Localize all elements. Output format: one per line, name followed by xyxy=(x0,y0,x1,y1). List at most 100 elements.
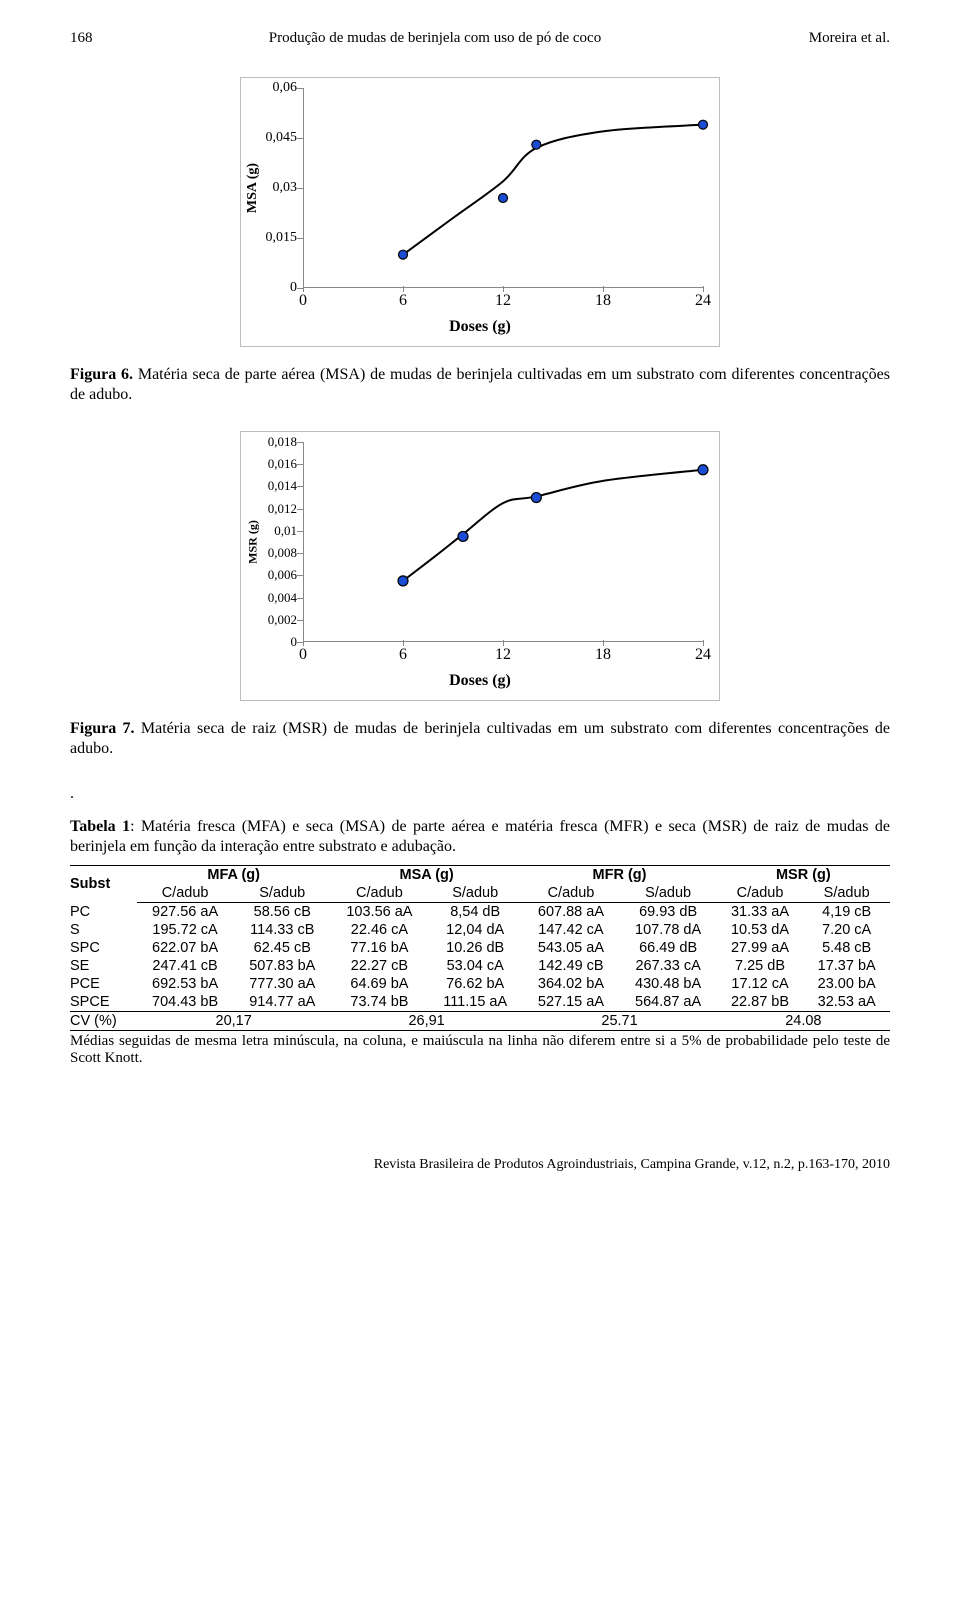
table-cell: 25.71 xyxy=(522,1012,716,1031)
table-row: C/adub S/adub C/adub S/adub C/adub S/adu… xyxy=(70,884,890,903)
table-cell: 17.12 cA xyxy=(717,975,804,993)
figure-6-caption-text: Matéria seca de parte aérea (MSA) de mud… xyxy=(70,366,890,403)
table-cell: 12,04 dA xyxy=(428,921,522,939)
x-tick-label: 18 xyxy=(595,292,611,310)
figure-7-xlabel: Doses (g) xyxy=(247,672,713,690)
table-cell: PCE xyxy=(70,975,137,993)
table-header: MFA (g) xyxy=(137,866,331,885)
chart-svg xyxy=(303,88,703,288)
table-header: S/adub xyxy=(428,884,522,903)
table-cell: SPCE xyxy=(70,993,137,1012)
table-header: S/adub xyxy=(803,884,890,903)
separator-dot: . xyxy=(70,785,890,803)
x-tick-label: 0 xyxy=(299,292,307,310)
data-point xyxy=(531,493,541,503)
table-cell: 103.56 aA xyxy=(331,903,428,922)
figure-7-caption-title: Figura 7. xyxy=(70,720,135,737)
table-1: Subst MFA (g) MSA (g) MFR (g) MSR (g) C/… xyxy=(70,865,890,1031)
table-cell: 4,19 cB xyxy=(803,903,890,922)
y-tick-label: 0,06 xyxy=(249,80,297,96)
table-header: MSA (g) xyxy=(331,866,523,885)
table-cell: 22.46 cA xyxy=(331,921,428,939)
table-1-footnote: Médias seguidas de mesma letra minúscula… xyxy=(70,1033,890,1067)
table-cell: SE xyxy=(70,957,137,975)
table-cell: 10.53 dA xyxy=(717,921,804,939)
table-cell: 704.43 bB xyxy=(137,993,234,1012)
y-tick-label: 0,045 xyxy=(249,130,297,146)
table-cell: 622.07 bA xyxy=(137,939,234,957)
table-cell: 777.30 aA xyxy=(234,975,331,993)
trend-line xyxy=(403,125,703,255)
y-tick-label: 0,004 xyxy=(249,590,297,606)
table-cell: PC xyxy=(70,903,137,922)
y-tick-label: 0,012 xyxy=(249,501,297,517)
table-cell: 142.49 cB xyxy=(522,957,619,975)
figure-6-caption: Figura 6. Matéria seca de parte aérea (M… xyxy=(70,365,890,405)
y-tick-label: 0,018 xyxy=(249,434,297,450)
table-cell: 607.88 aA xyxy=(522,903,619,922)
table-cell: 22.27 cB xyxy=(331,957,428,975)
x-tick-label: 18 xyxy=(595,646,611,664)
table-cell: 430.48 bA xyxy=(620,975,717,993)
table-1-caption: Tabela 1: Matéria fresca (MFA) e seca (M… xyxy=(70,817,890,857)
table-cell: 527.15 aA xyxy=(522,993,619,1012)
y-tick-label: 0 xyxy=(249,634,297,650)
table-header: S/adub xyxy=(620,884,717,903)
table-header: C/adub xyxy=(717,884,804,903)
table-header: Subst xyxy=(70,866,137,903)
table-cell: 31.33 aA xyxy=(717,903,804,922)
table-cell: 64.69 bA xyxy=(331,975,428,993)
y-tick-label: 0,01 xyxy=(249,523,297,539)
table-cell: 53.04 cA xyxy=(428,957,522,975)
table-row: SPC622.07 bA62.45 cB77.16 bA10.26 dB543.… xyxy=(70,939,890,957)
y-tick-label: 0,015 xyxy=(249,230,297,246)
figure-7-plot-area: MSR (g) 00,0020,0040,0060,0080,010,0120,… xyxy=(303,442,703,642)
table-cell: 927.56 aA xyxy=(137,903,234,922)
table-1-caption-text: : Matéria fresca (MFA) e seca (MSA) de p… xyxy=(70,818,890,855)
table-cell: 22.87 bB xyxy=(717,993,804,1012)
table-cell: 543.05 aA xyxy=(522,939,619,957)
table-cell: 247.41 cB xyxy=(137,957,234,975)
figure-6-xlabel: Doses (g) xyxy=(247,318,713,336)
x-tick-label: 12 xyxy=(495,646,511,664)
figure-6-plot-area: MSA (g) 00,0150,030,0450,0606121824 xyxy=(303,88,703,288)
y-tick-label: 0 xyxy=(249,280,297,296)
table-row: PCE692.53 bA777.30 aA64.69 bA76.62 bA364… xyxy=(70,975,890,993)
table-cv-row: CV (%) 20,17 26,91 25.71 24.08 xyxy=(70,1012,890,1031)
page: 168 Produção de mudas de berinjela com u… xyxy=(0,0,960,1213)
table-cell: 195.72 cA xyxy=(137,921,234,939)
figure-7-caption: Figura 7. Matéria seca de raiz (MSR) de … xyxy=(70,719,890,759)
table-cell: 17.37 bA xyxy=(803,957,890,975)
table-cell: 76.62 bA xyxy=(428,975,522,993)
table-header: S/adub xyxy=(234,884,331,903)
chart-svg xyxy=(303,442,703,642)
figure-7-caption-text: Matéria seca de raiz (MSR) de mudas de b… xyxy=(70,720,890,757)
x-tick-label: 6 xyxy=(399,646,407,664)
running-title: Produção de mudas de berinjela com uso d… xyxy=(130,30,740,47)
figure-6-caption-title: Figura 6. xyxy=(70,366,133,383)
data-point xyxy=(698,465,708,475)
figure-7-plot-box: MSR (g) 00,0020,0040,0060,0080,010,0120,… xyxy=(240,431,720,701)
table-cell: S xyxy=(70,921,137,939)
table-cell: 267.33 cA xyxy=(620,957,717,975)
table-cell: 147.42 cA xyxy=(522,921,619,939)
table-cell: 62.45 cB xyxy=(234,939,331,957)
x-tick-label: 0 xyxy=(299,646,307,664)
table-cell: CV (%) xyxy=(70,1012,137,1031)
table-header: C/adub xyxy=(522,884,619,903)
table-cell: 5.48 cB xyxy=(803,939,890,957)
table-cell: 114.33 cB xyxy=(234,921,331,939)
table-cell: 66.49 dB xyxy=(620,939,717,957)
y-tick-label: 0,03 xyxy=(249,180,297,196)
table-header: C/adub xyxy=(137,884,234,903)
table-cell: 8,54 dB xyxy=(428,903,522,922)
table-cell: 507.83 bA xyxy=(234,957,331,975)
table-cell: 364.02 bA xyxy=(522,975,619,993)
table-cell: 32.53 aA xyxy=(803,993,890,1012)
header-authors: Moreira et al. xyxy=(740,30,890,47)
x-tick-label: 12 xyxy=(495,292,511,310)
table-cell: 7.25 dB xyxy=(717,957,804,975)
table-cell: 73.74 bB xyxy=(331,993,428,1012)
y-tick-label: 0,014 xyxy=(249,478,297,494)
table-cell: 914.77 aA xyxy=(234,993,331,1012)
